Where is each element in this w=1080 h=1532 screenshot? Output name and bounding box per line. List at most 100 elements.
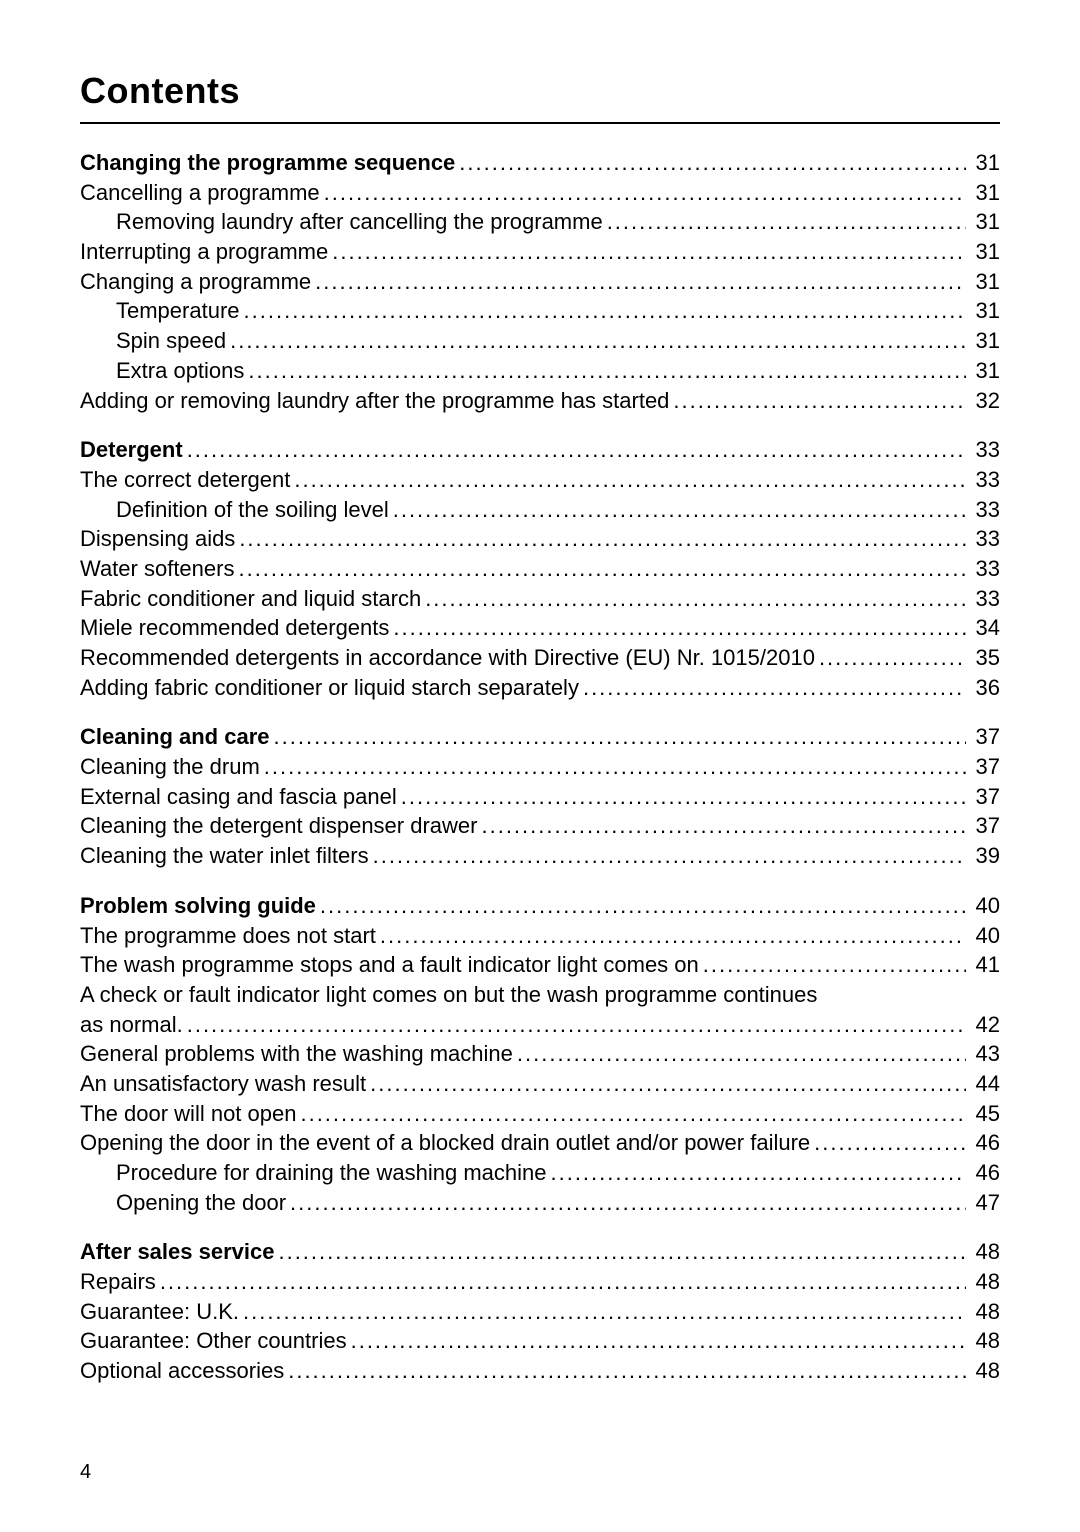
page-title: Contents bbox=[80, 70, 1000, 112]
toc-row: Detergent 33 bbox=[80, 435, 1000, 465]
toc-label: External casing and fascia panel bbox=[80, 782, 397, 812]
toc-label: Cleaning and care bbox=[80, 722, 270, 752]
toc-row: Fabric conditioner and liquid starch33 bbox=[80, 584, 1000, 614]
title-rule bbox=[80, 122, 1000, 124]
toc-dot-leader bbox=[239, 524, 966, 554]
toc-dot-leader bbox=[238, 554, 966, 584]
toc-dot-leader bbox=[425, 584, 966, 614]
toc-dot-leader bbox=[814, 1128, 966, 1158]
page: Contents Changing the programme sequence… bbox=[0, 0, 1080, 1532]
toc-dot-leader bbox=[459, 148, 966, 178]
toc-row: A check or fault indicator light comes o… bbox=[80, 980, 1000, 1010]
toc-dot-leader bbox=[187, 435, 966, 465]
toc-row: General problems with the washing machin… bbox=[80, 1039, 1000, 1069]
toc-label: Cleaning the water inlet filters bbox=[80, 841, 369, 871]
toc-row: Adding fabric conditioner or liquid star… bbox=[80, 673, 1000, 703]
section-gap bbox=[80, 871, 1000, 891]
toc-label: After sales service bbox=[80, 1237, 274, 1267]
toc-page-number: 31 bbox=[970, 148, 1000, 178]
toc-dot-leader bbox=[243, 1297, 966, 1327]
toc-dot-leader bbox=[393, 613, 966, 643]
toc-row: Opening the door in the event of a block… bbox=[80, 1128, 1000, 1158]
toc-row: Miele recommended detergents34 bbox=[80, 613, 1000, 643]
toc-row: External casing and fascia panel37 bbox=[80, 782, 1000, 812]
toc-row: Removing laundry after cancelling the pr… bbox=[80, 207, 1000, 237]
toc-page-number: 37 bbox=[970, 811, 1000, 841]
toc-page-number: 46 bbox=[970, 1158, 1000, 1188]
toc-label: The door will not open bbox=[80, 1099, 296, 1129]
toc-dot-leader bbox=[351, 1326, 966, 1356]
toc-dot-leader bbox=[673, 386, 966, 416]
toc-label: The wash programme stops and a fault ind… bbox=[80, 950, 699, 980]
toc-dot-leader bbox=[320, 891, 966, 921]
toc-page-number: 37 bbox=[970, 752, 1000, 782]
toc-label: Repairs bbox=[80, 1267, 156, 1297]
toc-row: Procedure for draining the washing machi… bbox=[80, 1158, 1000, 1188]
toc-row: Temperature31 bbox=[80, 296, 1000, 326]
toc-page-number: 35 bbox=[970, 643, 1000, 673]
toc-page-number: 31 bbox=[970, 267, 1000, 297]
section-gap bbox=[80, 415, 1000, 435]
toc-label: A check or fault indicator light comes o… bbox=[80, 980, 817, 1010]
toc-dot-leader bbox=[264, 752, 966, 782]
toc-dot-leader bbox=[244, 296, 966, 326]
toc-row: Problem solving guide40 bbox=[80, 891, 1000, 921]
toc-row: Interrupting a programme 31 bbox=[80, 237, 1000, 267]
toc-label: The programme does not start bbox=[80, 921, 376, 951]
toc-page-number: 43 bbox=[970, 1039, 1000, 1069]
toc-label: Dispensing aids bbox=[80, 524, 235, 554]
toc-dot-leader bbox=[290, 1188, 966, 1218]
toc-row: Cleaning the drum37 bbox=[80, 752, 1000, 782]
toc-page-number: 36 bbox=[970, 673, 1000, 703]
page-number-footer: 4 bbox=[80, 1461, 91, 1484]
toc-dot-leader bbox=[294, 465, 966, 495]
toc-row: Extra options 31 bbox=[80, 356, 1000, 386]
toc-row: The correct detergent33 bbox=[80, 465, 1000, 495]
toc-page-number: 33 bbox=[970, 435, 1000, 465]
toc-label: Definition of the soiling level bbox=[116, 495, 389, 525]
toc-page-number: 33 bbox=[970, 584, 1000, 614]
toc-row: The door will not open 45 bbox=[80, 1099, 1000, 1129]
toc-row: Cleaning the detergent dispenser drawer 3… bbox=[80, 811, 1000, 841]
toc-label: Cleaning the detergent dispenser drawer bbox=[80, 811, 477, 841]
toc-label: Spin speed bbox=[116, 326, 226, 356]
toc-dot-leader bbox=[324, 178, 966, 208]
toc-row: After sales service48 bbox=[80, 1237, 1000, 1267]
toc-row: Adding or removing laundry after the pro… bbox=[80, 386, 1000, 416]
toc-dot-leader bbox=[607, 207, 966, 237]
toc-row: Cleaning and care 37 bbox=[80, 722, 1000, 752]
toc-page-number: 48 bbox=[970, 1326, 1000, 1356]
toc-row: Optional accessories48 bbox=[80, 1356, 1000, 1386]
toc-row: Changing the programme sequence 31 bbox=[80, 148, 1000, 178]
toc-label: Guarantee: Other countries bbox=[80, 1326, 347, 1356]
toc-dot-leader bbox=[332, 237, 966, 267]
toc-page-number: 45 bbox=[970, 1099, 1000, 1129]
toc-label: Extra options bbox=[116, 356, 244, 386]
toc-row: Water softeners33 bbox=[80, 554, 1000, 584]
toc-label: Detergent bbox=[80, 435, 183, 465]
toc-page-number: 31 bbox=[970, 237, 1000, 267]
toc-label: Changing a programme bbox=[80, 267, 311, 297]
toc-row: Repairs 48 bbox=[80, 1267, 1000, 1297]
toc-page-number: 48 bbox=[970, 1267, 1000, 1297]
toc-dot-leader bbox=[288, 1356, 966, 1386]
toc-row: Definition of the soiling level 33 bbox=[80, 495, 1000, 525]
toc-row: Cancelling a programme31 bbox=[80, 178, 1000, 208]
toc-page-number: 33 bbox=[970, 495, 1000, 525]
toc-page-number: 47 bbox=[970, 1188, 1000, 1218]
toc-label: Interrupting a programme bbox=[80, 237, 328, 267]
toc-row: Opening the door47 bbox=[80, 1188, 1000, 1218]
toc-label: Changing the programme sequence bbox=[80, 148, 455, 178]
toc-dot-leader bbox=[315, 267, 966, 297]
toc-page-number: 46 bbox=[970, 1128, 1000, 1158]
toc-page-number: 42 bbox=[970, 1010, 1000, 1040]
toc-page-number: 34 bbox=[970, 613, 1000, 643]
toc-label: Guarantee: U.K. bbox=[80, 1297, 239, 1327]
toc-page-number: 41 bbox=[970, 950, 1000, 980]
toc-row: Cleaning the water inlet filters39 bbox=[80, 841, 1000, 871]
toc-label: Procedure for draining the washing machi… bbox=[116, 1158, 546, 1188]
toc-page-number: 37 bbox=[970, 722, 1000, 752]
toc-page-number: 31 bbox=[970, 356, 1000, 386]
toc-page-number: 31 bbox=[970, 207, 1000, 237]
toc-dot-leader bbox=[517, 1039, 966, 1069]
